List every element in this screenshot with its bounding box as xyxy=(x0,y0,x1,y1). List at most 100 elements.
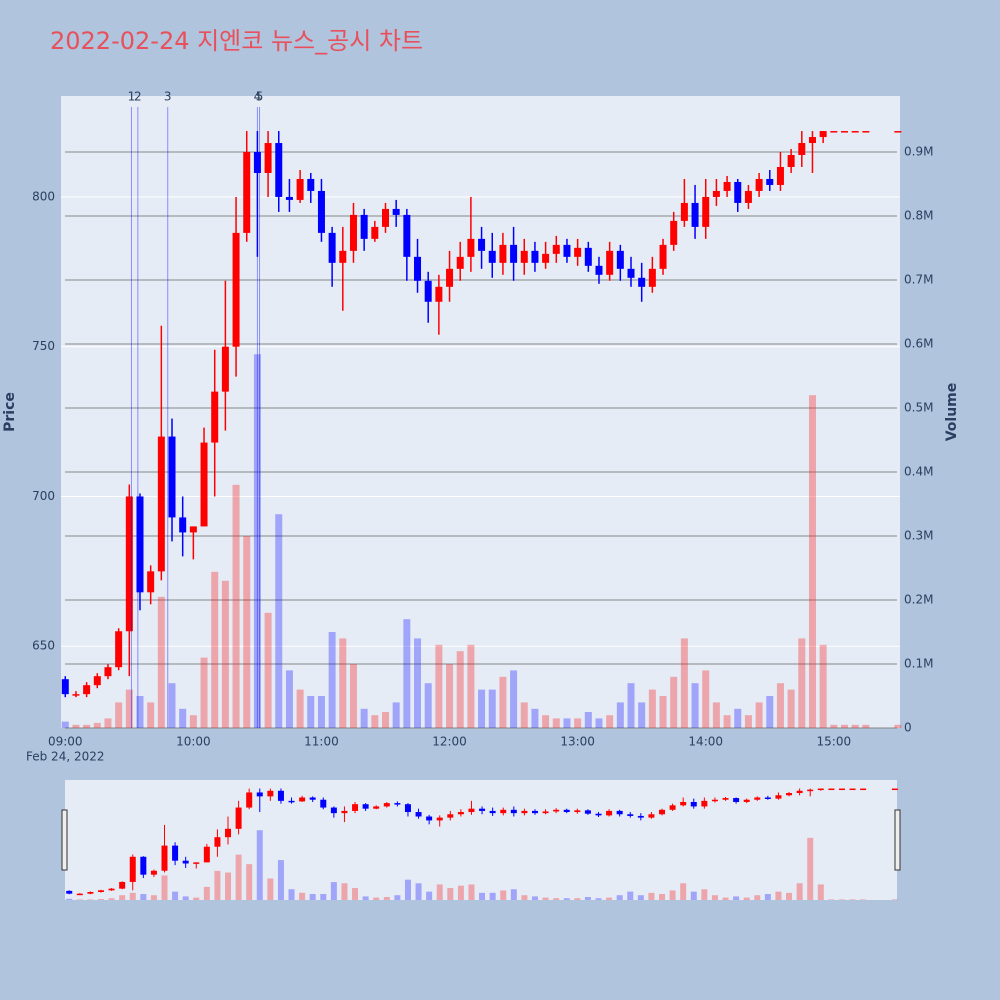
range-slider[interactable] xyxy=(65,780,897,900)
y2-tick-label: 0.4M xyxy=(904,465,933,479)
candle-body xyxy=(307,178,315,191)
mini-candle-body xyxy=(479,808,486,811)
candle-body xyxy=(830,131,838,133)
candle-body xyxy=(478,238,486,251)
y2-tick-label: 0.8M xyxy=(904,209,933,223)
mini-volume-bar xyxy=(426,891,433,900)
candle-body xyxy=(787,155,795,167)
candle-body xyxy=(403,214,411,257)
mini-candle-body xyxy=(627,814,634,816)
candle-body xyxy=(83,685,91,695)
mini-candle-body xyxy=(860,788,867,791)
candle-body xyxy=(584,247,592,266)
mini-volume-bar xyxy=(225,872,232,900)
volume-bar xyxy=(211,571,219,728)
volume-bar xyxy=(285,670,293,728)
volume-bar xyxy=(744,715,752,728)
mini-volume-bar xyxy=(775,891,782,900)
mini-volume-bar xyxy=(394,895,401,900)
mini-volume-bar xyxy=(659,894,666,900)
volume-bar xyxy=(435,644,443,728)
candle-body xyxy=(798,143,806,156)
mini-candle-body xyxy=(468,808,475,813)
mini-volume-bar xyxy=(606,897,613,900)
mini-volume-bar xyxy=(108,898,115,900)
mini-volume-bar xyxy=(807,837,814,900)
volume-bar xyxy=(264,612,272,728)
volume-bar xyxy=(808,395,816,728)
candle-body xyxy=(499,244,507,263)
candle-body xyxy=(243,152,251,233)
range-handle[interactable] xyxy=(61,809,68,871)
candle-body xyxy=(808,137,816,144)
volume-bar xyxy=(670,676,678,728)
volume-bar xyxy=(414,638,422,728)
mini-volume-bar xyxy=(267,878,274,900)
candle-body xyxy=(414,256,422,281)
volume-bar xyxy=(510,670,518,728)
volume-bar xyxy=(755,702,763,728)
y-tick-label: 800 xyxy=(32,189,55,203)
mini-volume-bar xyxy=(193,897,200,900)
mini-volume-bar xyxy=(320,894,327,900)
volume-bar xyxy=(232,484,240,728)
mini-candle-body xyxy=(404,804,411,813)
candle-body xyxy=(136,496,144,593)
mini-volume-bar xyxy=(256,830,263,900)
volume-bar xyxy=(766,696,774,728)
mini-candle-body xyxy=(447,814,454,818)
mini-volume-bar xyxy=(235,854,242,900)
mini-volume-bar xyxy=(754,895,761,900)
y2-tick-label: 0.3M xyxy=(904,529,933,543)
mini-volume-bar xyxy=(828,899,835,900)
volume-bar xyxy=(798,638,806,728)
mini-volume-bar xyxy=(690,891,697,900)
volume-bar xyxy=(840,724,848,728)
candle-body xyxy=(381,208,389,227)
mini-candle-body xyxy=(542,811,549,814)
volume-bar xyxy=(200,657,208,728)
y-tick-label: 750 xyxy=(32,339,55,353)
candle-body xyxy=(840,131,848,133)
candle-body xyxy=(467,238,475,257)
candle-body xyxy=(275,143,283,197)
y2-tick-label: 0.5M xyxy=(904,401,933,415)
volume-bar xyxy=(253,354,261,728)
candle-body xyxy=(115,631,123,668)
mini-candle-body xyxy=(722,798,729,800)
volume-bar xyxy=(542,715,550,728)
y2-tick-label: 0.6M xyxy=(904,337,933,351)
volume-bar xyxy=(648,689,656,728)
candle-body xyxy=(520,250,528,263)
candle-body xyxy=(157,436,165,572)
candle-body xyxy=(563,244,571,257)
mini-volume-bar xyxy=(277,860,284,900)
volume-bar xyxy=(307,696,315,728)
mini-volume-bar xyxy=(722,897,729,900)
mini-candle-body xyxy=(193,862,200,864)
volume-bar xyxy=(702,670,710,728)
mini-volume-bar xyxy=(447,888,454,900)
mini-candle-body xyxy=(341,810,348,814)
candle-body xyxy=(659,244,667,269)
mini-volume-bar xyxy=(796,883,803,900)
candle-body xyxy=(104,667,112,677)
candle-body xyxy=(531,250,539,263)
mini-volume-bar xyxy=(87,899,94,900)
mini-volume-bar xyxy=(542,897,549,900)
candle-body xyxy=(776,166,784,185)
mini-candle-body xyxy=(436,817,443,821)
candle-body xyxy=(712,190,720,197)
mini-volume-bar xyxy=(616,895,623,900)
candle-body xyxy=(168,436,176,518)
volume-bar xyxy=(488,689,496,728)
range-handle[interactable] xyxy=(894,809,901,871)
mini-candle-body xyxy=(225,828,232,838)
mini-candle-body xyxy=(415,812,422,817)
annotation-label: 1 xyxy=(128,90,136,104)
annotation-label: 5 xyxy=(256,90,264,104)
mini-candle-body xyxy=(680,801,687,806)
volume-bar xyxy=(478,689,486,728)
mini-volume-bar xyxy=(521,895,528,900)
